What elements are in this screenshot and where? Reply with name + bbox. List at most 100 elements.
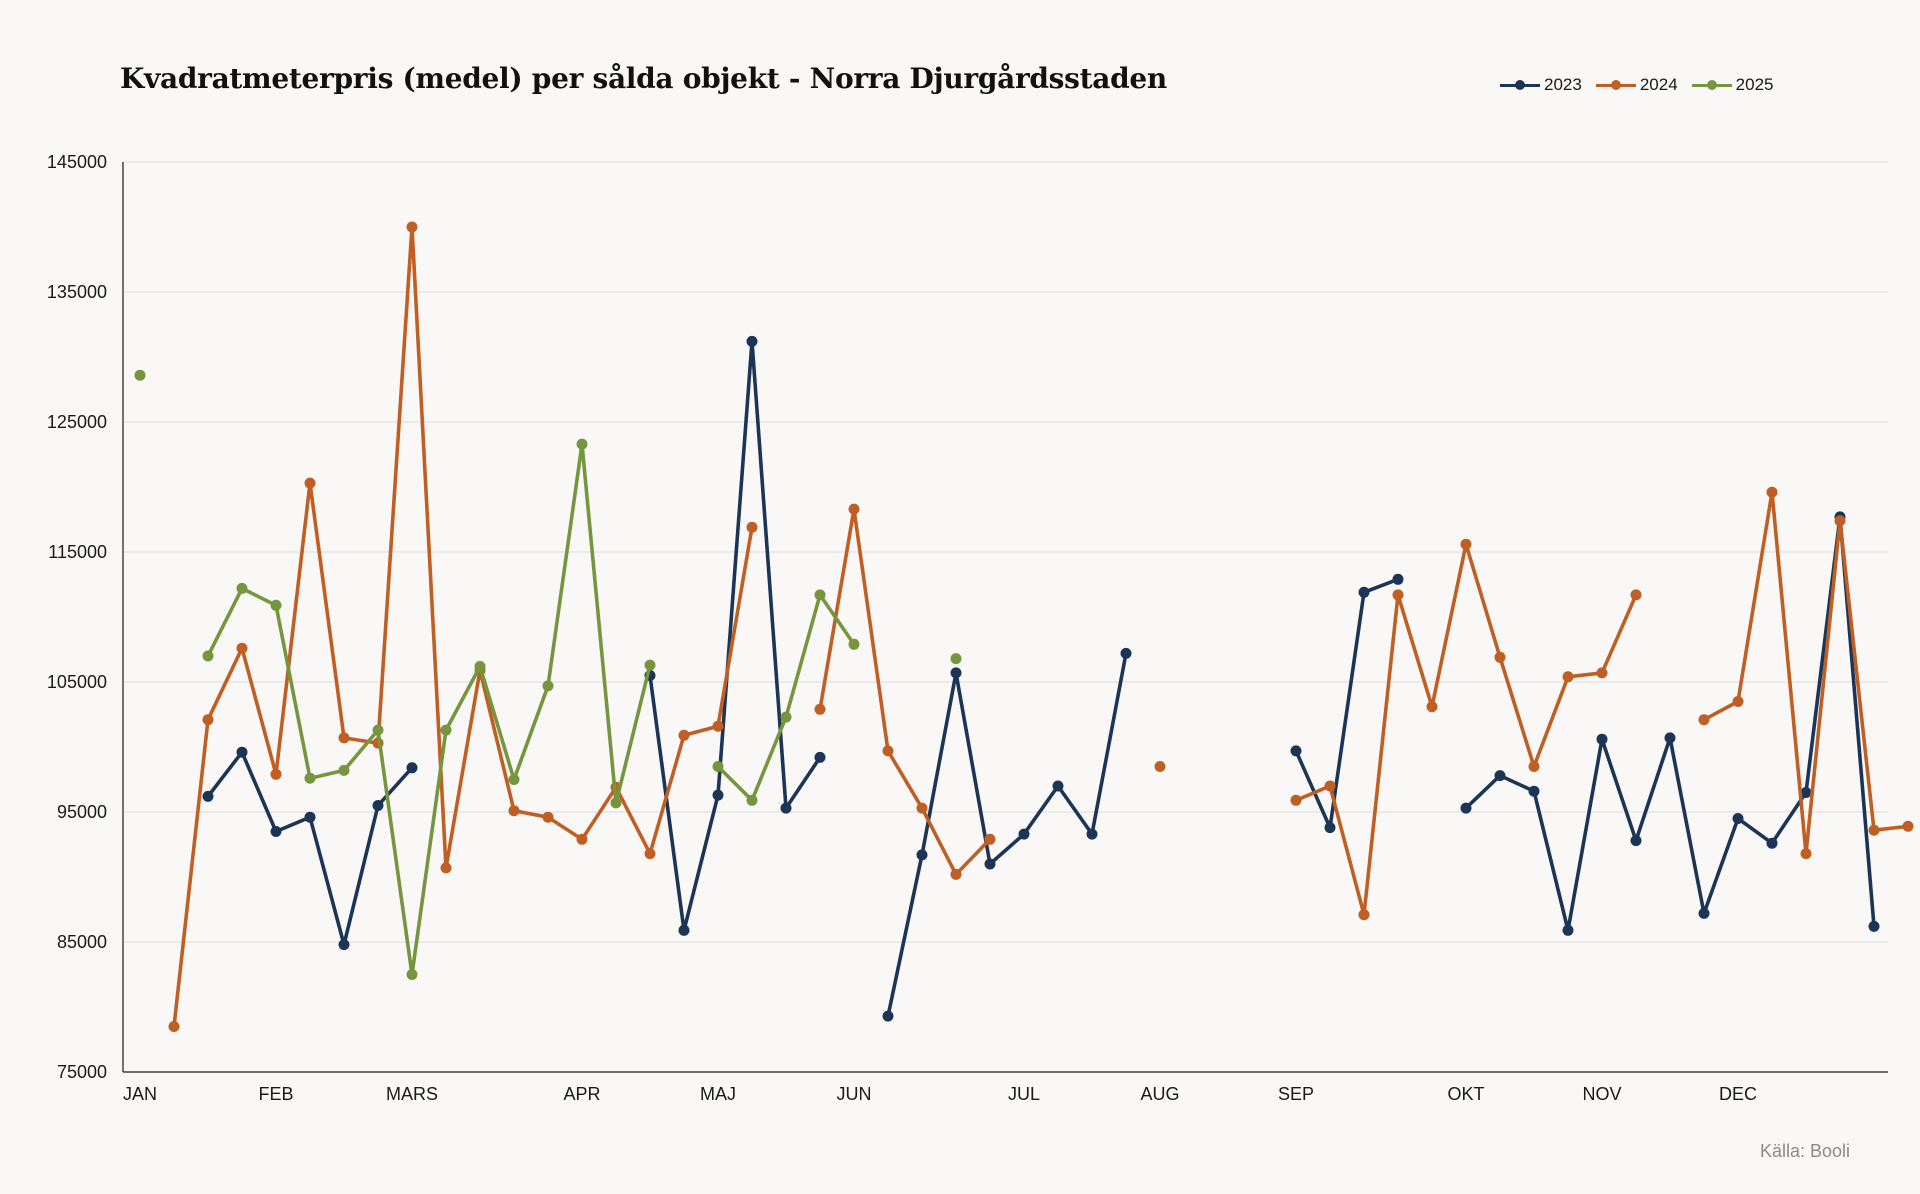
data-point-2024	[984, 833, 996, 845]
data-point-2023	[236, 746, 248, 758]
data-point-2023	[1120, 647, 1132, 659]
data-point-2023	[338, 939, 350, 951]
data-point-2024	[1154, 761, 1166, 772]
series-line-2024	[818, 507, 992, 877]
legend: 2023 2024 2025	[1500, 75, 1773, 95]
x-tick-label: JUL	[1008, 1084, 1040, 1104]
legend-item-2025: 2025	[1691, 75, 1774, 95]
data-point-2025	[440, 724, 452, 736]
series-line-2025	[206, 442, 652, 977]
x-tick-label: MARS	[386, 1084, 438, 1104]
data-point-2025	[236, 582, 248, 594]
data-point-2024	[916, 802, 928, 814]
legend-label-2023: 2023	[1544, 75, 1582, 94]
x-tick-label: AUG	[1140, 1084, 1179, 1104]
x-tick-label: JAN	[123, 1084, 157, 1104]
data-point-2024	[1562, 671, 1574, 683]
data-point-2025	[610, 797, 622, 809]
data-point-2023	[1494, 770, 1506, 782]
data-point-2024	[1834, 515, 1846, 527]
data-point-2024	[882, 745, 894, 757]
legend-swatch-2024	[1595, 79, 1636, 91]
series-line-2023	[886, 651, 1128, 1018]
data-point-2024	[712, 720, 724, 732]
data-point-2025	[712, 761, 724, 772]
data-point-2024	[950, 868, 962, 880]
data-point-2025	[950, 653, 962, 665]
data-point-2023	[406, 762, 418, 774]
data-point-2025	[746, 794, 758, 806]
series-line-2023	[1294, 577, 1400, 830]
data-point-2023	[984, 858, 996, 870]
y-tick-label: 85000	[57, 932, 107, 952]
data-point-2023	[1562, 924, 1574, 936]
data-point-2025	[372, 724, 384, 736]
data-point-2025	[542, 680, 554, 692]
series-line-2024	[1702, 490, 1910, 856]
series-line-2023	[648, 339, 822, 933]
data-point-2024	[406, 221, 418, 233]
data-point-2023	[1052, 780, 1064, 792]
data-point-2024	[1902, 820, 1914, 832]
data-point-2024	[508, 805, 520, 817]
x-tick-label: FEB	[258, 1084, 293, 1104]
x-tick-label: NOV	[1582, 1084, 1621, 1104]
data-point-2024	[338, 732, 350, 744]
data-point-2024	[1596, 667, 1608, 679]
data-point-2024	[1392, 589, 1404, 601]
data-point-2024	[304, 477, 316, 489]
data-point-2023	[1528, 785, 1540, 797]
data-point-2023	[882, 1010, 894, 1022]
data-point-2023	[1324, 822, 1336, 834]
data-point-2023	[1800, 787, 1812, 798]
data-point-2024	[1324, 780, 1336, 792]
x-tick-label: SEP	[1278, 1084, 1314, 1104]
y-tick-label: 135000	[47, 282, 107, 302]
data-point-2024	[542, 811, 554, 823]
data-point-2024	[1800, 848, 1812, 860]
data-point-2025	[474, 660, 486, 672]
data-point-2023	[916, 849, 928, 861]
y-tick-label: 75000	[57, 1062, 107, 1082]
x-tick-label: DEC	[1719, 1084, 1757, 1104]
x-tick-label: MAJ	[700, 1084, 736, 1104]
data-point-2024	[678, 729, 690, 741]
data-point-2024	[1358, 909, 1370, 921]
data-point-2025	[406, 969, 418, 980]
series-line-2024	[1294, 542, 1638, 917]
data-point-2023	[1630, 835, 1642, 847]
data-point-2025	[814, 589, 826, 601]
data-point-2023	[712, 789, 724, 801]
y-tick-label: 115000	[48, 542, 107, 562]
data-point-2023	[814, 751, 826, 763]
data-point-2023	[1732, 813, 1744, 824]
legend-swatch-2025	[1691, 79, 1732, 91]
data-point-2025	[304, 772, 316, 784]
data-point-2024	[644, 848, 656, 860]
data-point-2025	[134, 369, 146, 381]
source-note: Källa: Booli	[1759, 1141, 1850, 1161]
chart-title: Kvadratmeterpris (medel) per sålda objek…	[120, 62, 1167, 95]
legend-swatch-2023	[1500, 79, 1540, 91]
data-point-2025	[270, 599, 282, 611]
series-line-2023	[1464, 515, 1876, 933]
data-point-2023	[780, 802, 792, 814]
data-point-2024	[168, 1021, 180, 1032]
data-point-2024	[848, 503, 860, 515]
legend-label-2025: 2025	[1735, 75, 1774, 94]
data-point-2023	[746, 335, 758, 347]
data-point-2023	[1290, 745, 1302, 757]
data-point-2024	[746, 521, 758, 533]
legend-label-2024: 2024	[1639, 75, 1678, 94]
y-tick-label: 125000	[47, 412, 107, 432]
data-point-2023	[1358, 586, 1370, 598]
data-point-2023	[678, 924, 690, 936]
data-point-2024	[1494, 651, 1506, 663]
data-point-2024	[576, 833, 588, 845]
y-tick-label: 95000	[57, 802, 107, 822]
data-point-2023	[1086, 828, 1098, 840]
data-point-2023	[1664, 732, 1676, 744]
series-line-2024	[172, 225, 754, 1029]
data-point-2024	[440, 862, 452, 874]
